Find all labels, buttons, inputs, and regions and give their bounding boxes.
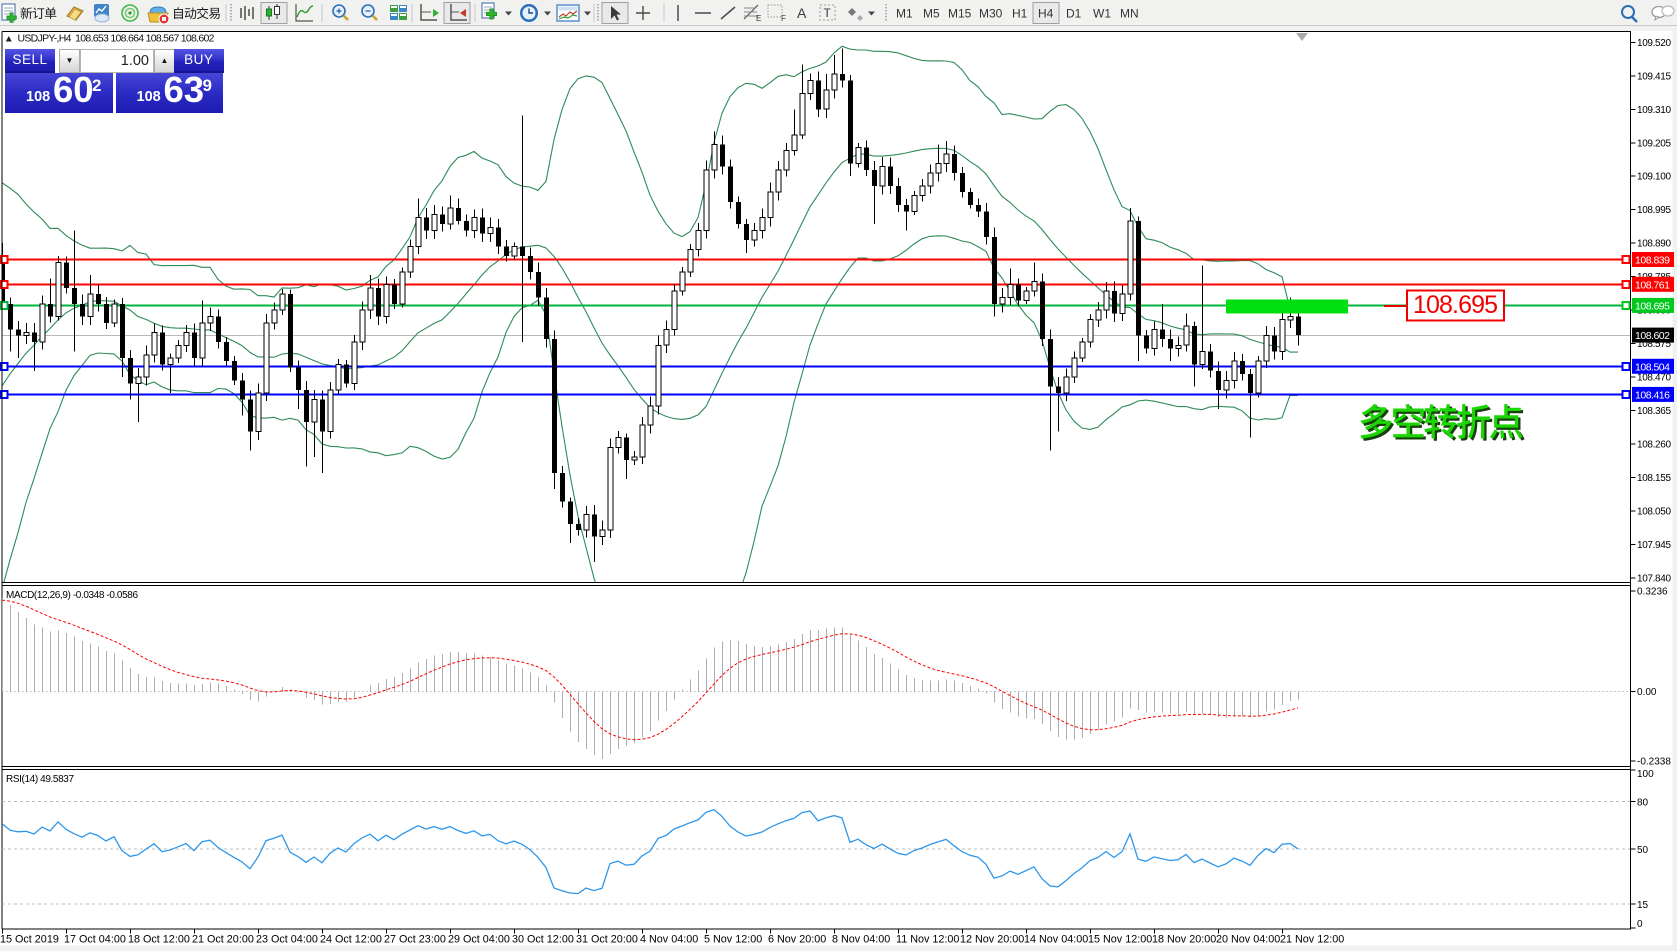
svg-text:W1: W1 xyxy=(1093,7,1111,21)
svg-text:108.416: 108.416 xyxy=(1635,389,1670,401)
svg-text:5 Nov 12:00: 5 Nov 12:00 xyxy=(704,934,762,946)
svg-text:108.504: 108.504 xyxy=(1635,361,1670,373)
svg-text:15: 15 xyxy=(1637,900,1649,911)
svg-text:6 Nov 20:00: 6 Nov 20:00 xyxy=(768,934,826,946)
svg-text:108.575: 108.575 xyxy=(1637,339,1671,350)
svg-text:F: F xyxy=(781,14,786,23)
svg-text:15 Nov 12:00: 15 Nov 12:00 xyxy=(1088,934,1152,946)
svg-text:MN: MN xyxy=(1120,7,1139,21)
svg-text:100: 100 xyxy=(1637,769,1654,780)
svg-text:29 Oct 04:00: 29 Oct 04:00 xyxy=(448,934,510,946)
svg-text:109.520: 109.520 xyxy=(1637,38,1671,49)
svg-text:17 Oct 04:00: 17 Oct 04:00 xyxy=(64,934,126,946)
svg-text:50: 50 xyxy=(1637,845,1649,856)
svg-text:109.415: 109.415 xyxy=(1637,71,1671,82)
svg-text:107.840: 107.840 xyxy=(1637,574,1671,585)
svg-text:108.155: 108.155 xyxy=(1637,473,1671,484)
svg-text:H1: H1 xyxy=(1012,7,1028,21)
svg-text:108.602: 108.602 xyxy=(1635,330,1670,342)
svg-text:0.00: 0.00 xyxy=(1637,687,1657,698)
svg-text:12 Nov 20:00: 12 Nov 20:00 xyxy=(960,934,1024,946)
svg-text:30 Oct 12:00: 30 Oct 12:00 xyxy=(512,934,574,946)
svg-text:108.365: 108.365 xyxy=(1637,406,1671,417)
svg-text:108.695: 108.695 xyxy=(1635,300,1670,312)
svg-text:T: T xyxy=(824,6,832,20)
svg-text:107.945: 107.945 xyxy=(1637,540,1671,551)
svg-text:E: E xyxy=(756,14,761,23)
svg-text:24 Oct 12:00: 24 Oct 12:00 xyxy=(320,934,382,946)
svg-text:4 Nov 04:00: 4 Nov 04:00 xyxy=(640,934,698,946)
svg-text:MACD(12,26,9) -0.0348 -0.0586: MACD(12,26,9) -0.0348 -0.0586 xyxy=(6,590,138,601)
svg-text:20 Nov 04:00: 20 Nov 04:00 xyxy=(1216,934,1280,946)
svg-text:108.890: 108.890 xyxy=(1637,239,1671,250)
svg-text:108.761: 108.761 xyxy=(1635,279,1670,291)
svg-text:-0.2338: -0.2338 xyxy=(1637,757,1671,768)
svg-text:109.310: 109.310 xyxy=(1637,105,1671,116)
svg-text:M15: M15 xyxy=(948,7,972,21)
svg-text:0.3236: 0.3236 xyxy=(1637,587,1668,598)
svg-text:M1: M1 xyxy=(896,7,913,21)
svg-text:H4: H4 xyxy=(1038,7,1054,21)
svg-text:109.205: 109.205 xyxy=(1637,138,1671,149)
svg-text:108.470: 108.470 xyxy=(1637,373,1671,384)
svg-text:108.695: 108.695 xyxy=(1413,291,1498,319)
svg-text:80: 80 xyxy=(1637,798,1649,809)
svg-text:18 Oct 12:00: 18 Oct 12:00 xyxy=(128,934,190,946)
svg-text:USDJPY-,H4 108.653 108.664 10: USDJPY-,H4 108.653 108.664 108.567 108.6… xyxy=(18,33,215,45)
svg-text:15 Oct 2019: 15 Oct 2019 xyxy=(0,934,59,946)
svg-text:18 Nov 20:00: 18 Nov 20:00 xyxy=(1152,934,1216,946)
svg-text:0: 0 xyxy=(1637,919,1643,930)
svg-text:8 Nov 04:00: 8 Nov 04:00 xyxy=(832,934,890,946)
svg-text:M5: M5 xyxy=(923,7,940,21)
svg-text:D1: D1 xyxy=(1066,7,1082,21)
svg-text:14 Nov 04:00: 14 Nov 04:00 xyxy=(1024,934,1088,946)
svg-text:23 Oct 04:00: 23 Oct 04:00 xyxy=(256,934,318,946)
svg-text:108.839: 108.839 xyxy=(1635,255,1670,267)
svg-text:108.050: 108.050 xyxy=(1637,507,1671,518)
svg-text:21 Nov 12:00: 21 Nov 12:00 xyxy=(1280,934,1344,946)
svg-text:108.260: 108.260 xyxy=(1637,440,1671,451)
svg-text:31 Oct 20:00: 31 Oct 20:00 xyxy=(576,934,638,946)
svg-text:21 Oct 20:00: 21 Oct 20:00 xyxy=(192,934,254,946)
svg-text:RSI(14) 49.5837: RSI(14) 49.5837 xyxy=(6,774,74,785)
svg-text:M30: M30 xyxy=(979,7,1003,21)
svg-text:A: A xyxy=(797,5,807,21)
svg-text:11 Nov 12:00: 11 Nov 12:00 xyxy=(896,934,959,946)
svg-text:109.100: 109.100 xyxy=(1637,172,1671,183)
svg-text:108.995: 108.995 xyxy=(1637,205,1671,216)
svg-text:27 Oct 23:00: 27 Oct 23:00 xyxy=(384,934,446,946)
